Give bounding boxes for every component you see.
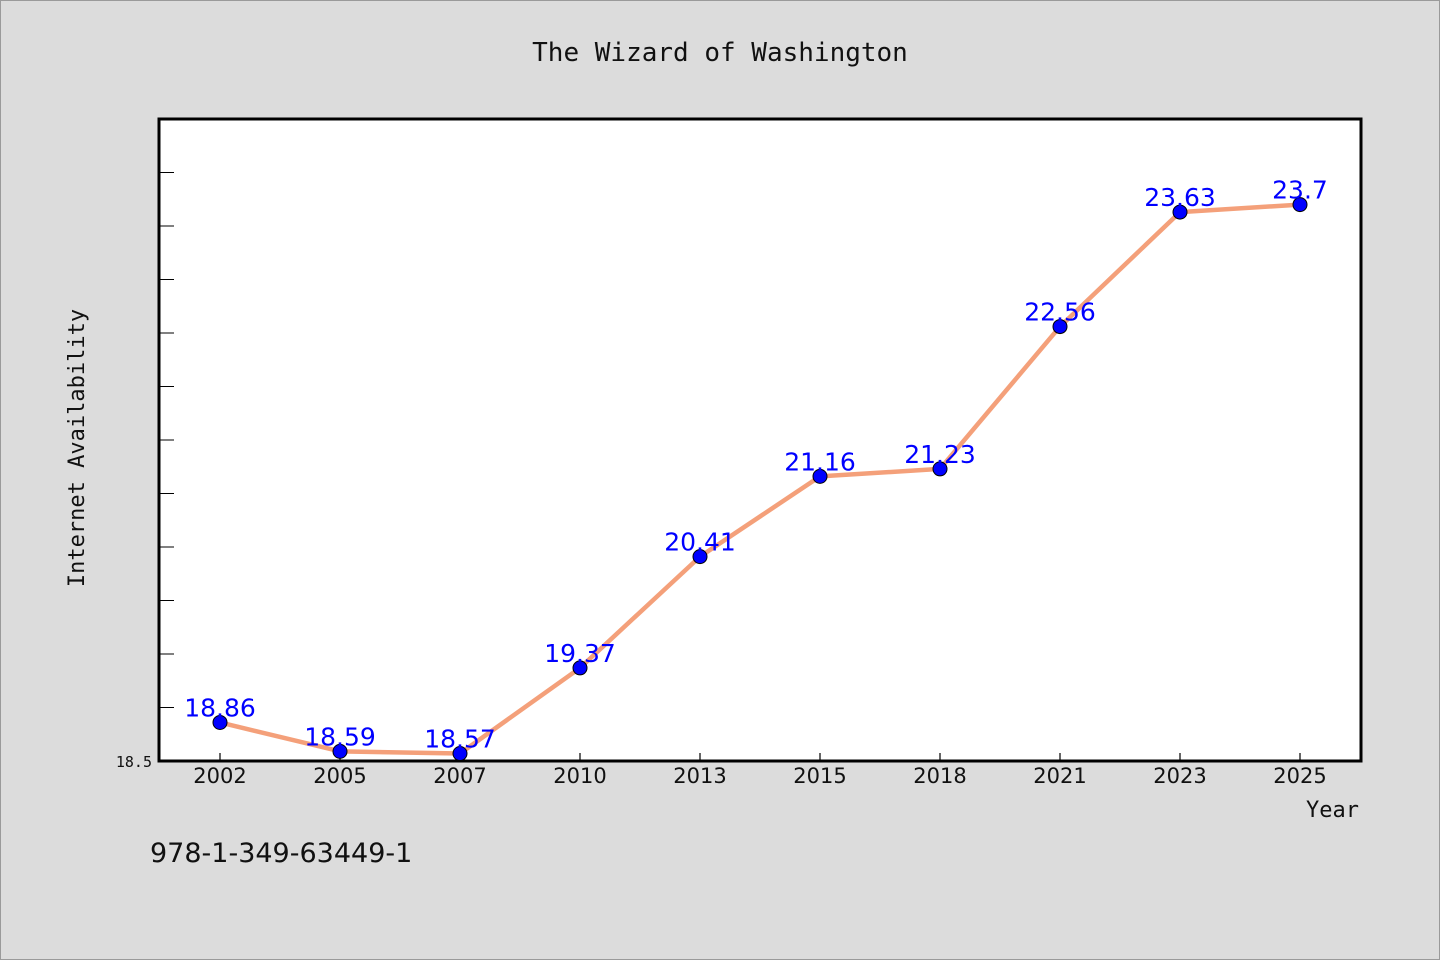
data-point bbox=[572, 660, 588, 676]
data-label: 22.56 bbox=[1024, 298, 1096, 327]
y-axis-label: Internet Availability bbox=[65, 309, 90, 587]
data-labels: 18.86 18.59 18.57 19.37 20.41 21.16 21.23 22.56… bbox=[184, 176, 1328, 754]
x-tick-label: 2013 bbox=[673, 764, 726, 788]
data-point bbox=[212, 714, 228, 730]
data-point bbox=[1292, 197, 1308, 213]
data-markers bbox=[212, 197, 1308, 762]
data-point bbox=[932, 461, 948, 477]
x-tick-label: 2018 bbox=[913, 764, 966, 788]
chart-title: The Wizard of Washington bbox=[532, 38, 908, 68]
x-axis-tick-labels: 2002 2005 2007 2010 2013 2015 2018 2021 2023 2025 bbox=[193, 764, 1326, 788]
data-point bbox=[452, 746, 468, 762]
y-tick-label: 18.5 bbox=[116, 753, 152, 771]
data-label: 20.41 bbox=[664, 528, 736, 557]
data-label: 21.23 bbox=[904, 440, 976, 469]
data-label: 19.37 bbox=[544, 639, 616, 668]
data-label: 23.7 bbox=[1272, 176, 1328, 205]
x-tick-label: 2015 bbox=[793, 764, 846, 788]
plot-area bbox=[157, 117, 1363, 763]
x-axis-label: Year bbox=[1306, 798, 1359, 823]
x-tick-label: 2005 bbox=[313, 764, 366, 788]
data-label: 18.57 bbox=[424, 725, 496, 754]
data-label: 21.16 bbox=[784, 447, 856, 476]
data-point bbox=[1172, 204, 1188, 220]
x-tick-label: 2007 bbox=[433, 764, 486, 788]
x-tick-label: 2025 bbox=[1273, 764, 1326, 788]
x-tick-label: 2002 bbox=[193, 764, 246, 788]
data-point bbox=[812, 468, 828, 484]
data-point bbox=[332, 743, 348, 759]
series-line bbox=[217, 202, 1303, 756]
x-tick-label: 2021 bbox=[1033, 764, 1086, 788]
isbn-text: 978-1-349-63449-1 bbox=[150, 838, 412, 869]
x-tick-label: 2023 bbox=[1153, 764, 1206, 788]
data-point bbox=[692, 549, 708, 565]
x-tick-label: 2010 bbox=[553, 764, 606, 788]
data-label: 18.86 bbox=[184, 693, 256, 722]
data-label: 23.63 bbox=[1144, 183, 1216, 212]
y-axis-ticks bbox=[159, 172, 174, 708]
data-point bbox=[1052, 319, 1068, 335]
data-label: 18.59 bbox=[304, 722, 376, 751]
